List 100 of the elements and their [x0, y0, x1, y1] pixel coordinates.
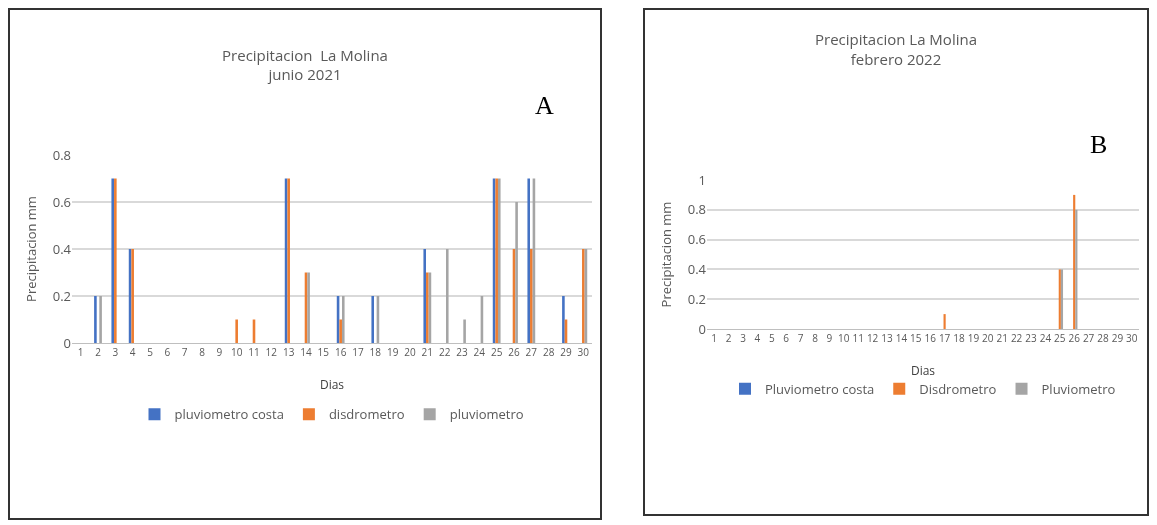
x-tick-label: 21 [421, 345, 434, 359]
bar [530, 249, 533, 343]
x-tick-label: 6 [164, 345, 171, 359]
chart-title: Precipitacion La Molina febrero 2022 [815, 29, 977, 69]
bar [1073, 194, 1076, 329]
x-tick-label: 10 [230, 345, 243, 359]
x-tick-label: 9 [216, 345, 223, 359]
bar [562, 296, 565, 343]
x-tick-label: 5 [147, 345, 154, 359]
legend-label: pluviometro costa [174, 405, 284, 424]
bar [423, 249, 427, 343]
x-tick-label: 12 [866, 331, 879, 345]
x-tick-label: 18 [369, 345, 382, 359]
legend-label: pluviometro [449, 405, 524, 424]
x-tick-label: 3 [740, 331, 747, 345]
y-tick-label: 0.2 [687, 289, 706, 308]
x-tick-label: 10 [838, 331, 850, 345]
x-tick-label: 30 [1126, 331, 1138, 345]
x-tick-label: 29 [1111, 331, 1124, 345]
bar [235, 319, 238, 343]
x-tick-label: 13 [881, 331, 893, 345]
x-tick-label: 21 [996, 331, 1008, 345]
x-tick-label: 1 [711, 331, 718, 345]
x-tick-label: 26 [1068, 331, 1081, 345]
y-tick-label: 0 [698, 319, 706, 338]
x-tick-label: 26 [508, 345, 520, 359]
bar [94, 296, 97, 343]
y-tick-label: 0.6 [687, 230, 706, 249]
bar [445, 249, 449, 343]
x-tick-label: 8 [812, 331, 819, 345]
x-tick-label: 22 [1010, 331, 1023, 345]
y-tick-label: 0.8 [687, 200, 706, 219]
x-tick-label: 14 [895, 331, 908, 345]
text: B [1090, 130, 1108, 159]
x-tick-label: 12 [265, 345, 278, 359]
x-tick-label: 25 [1054, 331, 1066, 345]
y-tick-label: 0.4 [52, 239, 72, 258]
x-tick-label: 18 [953, 331, 965, 345]
x-tick-label: 22 [438, 345, 451, 359]
x-tick-label: 7 [797, 331, 804, 345]
x-tick-label: 17 [352, 345, 364, 359]
x-tick-label: 20 [982, 331, 994, 345]
legend-label: Pluviometro [1041, 379, 1116, 398]
x-tick-label: 27 [1082, 331, 1095, 345]
bar [341, 296, 345, 343]
x-tick-label: 30 [577, 345, 590, 359]
x-tick-label: 25 [490, 345, 503, 359]
x-tick-label: 13 [282, 345, 295, 359]
bar [339, 319, 342, 343]
x-tick-label: 3 [112, 345, 119, 359]
x-tick-label: 27 [525, 345, 538, 359]
x-tick-label: 1 [77, 345, 84, 359]
x-tick-label: 19 [386, 345, 399, 359]
y-tick-label: 0.4 [687, 259, 707, 278]
x-tick-label: 16 [334, 345, 347, 359]
x-tick-label: 4 [129, 345, 136, 359]
x-tick-label: 14 [300, 345, 312, 359]
x-tick-label: 23 [1025, 331, 1037, 345]
legend-label: Disdrometro [919, 379, 997, 398]
x-tick-label: 6 [783, 331, 790, 345]
x-tick-label: 7 [181, 345, 188, 359]
bar [527, 178, 531, 343]
x-tick-label: 15 [910, 331, 922, 345]
x-tick-label: 15 [317, 345, 330, 359]
x-tick-label: 5 [768, 331, 775, 345]
x-tick-label: 2 [725, 331, 732, 345]
x-tick-label: 19 [967, 331, 980, 345]
bar [99, 296, 102, 343]
x-tick-label: 11 [852, 331, 864, 345]
y-axis-title: Precipitacion mm [657, 201, 675, 308]
x-tick-label: 16 [924, 331, 937, 345]
x-tick-label: 28 [542, 345, 555, 359]
x-tick-label: 11 [248, 345, 260, 359]
legend-label: Pluviometro costa [765, 379, 875, 398]
y-tick-label: 0.8 [52, 145, 71, 164]
chart-title: Precipitacion La Molina junio 2021 [222, 44, 388, 85]
bar [1075, 209, 1078, 329]
legend-label: disdrometro [328, 405, 405, 424]
x-axis-title: Dias [910, 362, 936, 379]
y-tick-label: 1 [698, 170, 706, 189]
bar [463, 319, 466, 343]
bar [515, 202, 518, 343]
y-tick-label: 0.6 [52, 192, 71, 211]
y-tick-label: 0.2 [52, 286, 71, 305]
x-axis-title: Dias [319, 376, 345, 393]
x-tick-label: 24 [1039, 331, 1052, 345]
bar [943, 314, 946, 329]
bar [371, 296, 375, 343]
x-tick-label: 17 [938, 331, 951, 345]
y-tick-label: 0 [63, 333, 71, 352]
x-tick-label: 9 [826, 331, 833, 345]
x-tick-label: 28 [1097, 331, 1109, 345]
text: A [535, 91, 554, 120]
x-tick-label: 2 [95, 345, 102, 359]
x-tick-label: 20 [404, 345, 416, 359]
x-tick-label: 29 [560, 345, 572, 359]
x-tick-label: 4 [754, 331, 761, 345]
x-tick-label: 8 [199, 345, 206, 359]
x-tick-label: 23 [456, 345, 468, 359]
x-tick-label: 24 [473, 345, 486, 359]
